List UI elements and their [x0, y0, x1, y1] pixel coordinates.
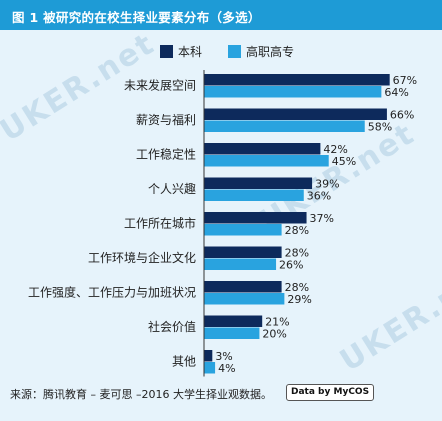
data-label: 26% — [279, 259, 303, 272]
source-note: 来源：腾讯教育 – 麦可思 –2016 大学生择业观数据。 — [10, 388, 272, 401]
category-label: 工作环境与企业文化 — [88, 250, 196, 265]
legend-swatch-bachelor — [160, 44, 173, 58]
data-label: 28% — [285, 247, 309, 260]
category-label: 个人兴趣 — [148, 181, 196, 196]
bar-vocational — [204, 224, 282, 236]
bar-vocational — [204, 293, 285, 305]
data-label: 45% — [332, 155, 356, 168]
bar-bachelor — [204, 281, 282, 293]
legend-item-bachelor: 本科 — [160, 42, 202, 60]
figure-header: 图 1 被研究的在校生择业要素分布（多选） — [0, 0, 442, 30]
category-label: 社会价值 — [148, 319, 196, 334]
legend-swatch-vocational — [228, 44, 241, 58]
data-label: 36% — [307, 190, 331, 203]
bar-vocational — [204, 120, 365, 132]
category-label: 工作强度、工作压力与加班状况 — [28, 285, 196, 300]
data-label: 4% — [218, 362, 235, 375]
data-label: 42% — [323, 143, 347, 156]
category-label: 工作稳定性 — [136, 147, 196, 162]
mycos-logo: Data by MyCOS — [286, 384, 375, 401]
category-label: 其他 — [172, 355, 196, 369]
data-label: 39% — [315, 178, 339, 191]
bar-vocational — [204, 155, 329, 167]
bar-bachelor — [204, 350, 213, 362]
data-label: 28% — [285, 281, 309, 294]
data-label: 21% — [265, 316, 289, 329]
data-label: 66% — [390, 109, 414, 122]
chart-legend: 本科 高职高专 — [160, 42, 380, 60]
figure-title: 图 1 被研究的在校生择业要素分布（多选） — [12, 10, 261, 25]
data-label: 64% — [384, 86, 408, 99]
bar-bachelor — [204, 212, 307, 224]
data-label: 3% — [215, 350, 232, 363]
bar-bachelor — [204, 315, 263, 327]
bar-bachelor — [204, 177, 313, 189]
category-label: 薪资与福利 — [136, 112, 196, 127]
category-label: 工作所在城市 — [124, 216, 196, 231]
data-label: 58% — [368, 121, 392, 134]
bar-bachelor — [204, 74, 390, 86]
data-label: 29% — [287, 293, 311, 306]
data-label: 37% — [310, 212, 334, 225]
legend-item-vocational: 高职高专 — [228, 42, 294, 60]
bar-vocational — [204, 86, 382, 98]
bar-vocational — [204, 258, 277, 270]
data-label: 67% — [393, 74, 417, 87]
bar-bachelor — [204, 143, 321, 155]
bar-vocational — [204, 362, 216, 374]
bar-vocational — [204, 327, 260, 339]
legend-label-bachelor: 本科 — [178, 44, 203, 59]
legend-label-vocational: 高职高专 — [246, 44, 295, 59]
bar-bachelor — [204, 108, 387, 120]
category-label: 未来发展空间 — [124, 78, 196, 93]
bar-vocational — [204, 189, 304, 201]
bar-bachelor — [204, 246, 282, 258]
data-label: 28% — [285, 224, 309, 237]
data-label: 20% — [262, 328, 286, 341]
